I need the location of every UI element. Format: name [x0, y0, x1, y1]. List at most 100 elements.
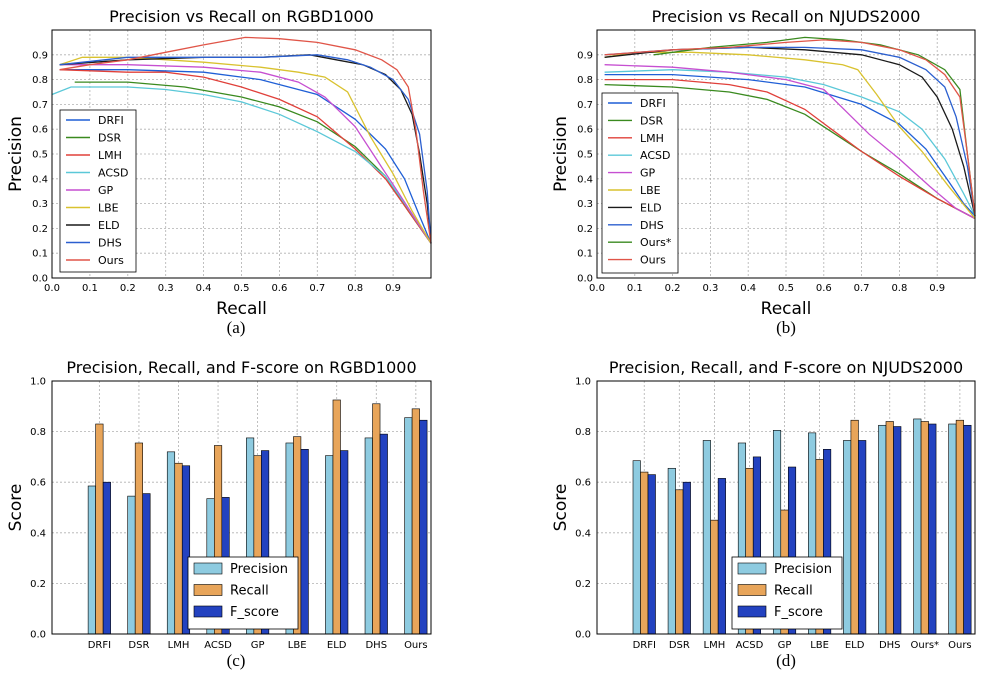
x-tick-label: 0.4 — [196, 283, 212, 294]
chart-panel-2: Precision vs Recall on NJUDS2000 Precisio… — [551, 7, 976, 337]
y-axis-label: Precision — [551, 116, 571, 192]
series-line-gp — [604, 64, 976, 220]
category-label: ACSD — [204, 640, 232, 651]
x-tick-label: 0.6 — [271, 283, 287, 294]
legend-label: Ours — [640, 254, 666, 267]
legend-label: GP — [640, 167, 656, 180]
series-line-ours — [653, 36, 976, 217]
legend-label: ELD — [98, 219, 120, 232]
y-tick-label: 0.2 — [32, 224, 48, 235]
y-tick-label: 0.5 — [577, 150, 593, 161]
bar-precision-drfi — [632, 460, 641, 635]
x-tick-label: 0.0 — [44, 283, 60, 294]
legend: Precision Recall F_score — [187, 556, 299, 630]
bar-fscore-drfi — [102, 481, 111, 635]
legend-label: ELD — [640, 201, 662, 214]
y-axis-label: Score — [6, 484, 26, 532]
axes-frame — [596, 380, 976, 635]
y-tick-label: 0.2 — [577, 224, 593, 235]
chart-title: Precision vs Recall on NJUDS2000 — [652, 7, 921, 26]
y-tick-label: 0.9 — [32, 50, 48, 61]
series-line-dsr — [74, 81, 432, 244]
legend-label: DSR — [640, 114, 663, 127]
legend-label: ACSD — [640, 149, 670, 162]
bar-recall-eld — [850, 419, 859, 635]
y-tick-label: 0.3 — [32, 199, 48, 210]
y-tick-label: 0.6 — [575, 478, 591, 489]
x-tick-label: 0.9 — [385, 283, 401, 294]
series-line-drfi — [604, 73, 976, 217]
bar-fscore-eld — [340, 450, 349, 635]
category-label: DHS — [879, 640, 901, 651]
legend-label: LBE — [98, 202, 119, 215]
x-tick-label: 0.0 — [589, 283, 605, 294]
bar-fscore-ours — [928, 423, 937, 635]
y-tick-label: 1.0 — [30, 377, 46, 388]
y-tick-label: 0.7 — [32, 100, 48, 111]
series-line-lbe — [604, 51, 976, 219]
x-tick-label: 0.8 — [891, 283, 907, 294]
bar-fscore-dhs — [379, 433, 388, 635]
legend-swatch — [737, 562, 767, 575]
legend-label: ACSD — [98, 167, 128, 180]
legend-label: Ours* — [640, 236, 672, 249]
legend-label: DRFI — [98, 114, 124, 127]
series-line-drfi — [59, 69, 432, 244]
bar-recall-dsr — [675, 489, 684, 635]
legend-label: Recall — [774, 584, 813, 599]
chart-title: Precision vs Recall on RGBD1000 — [109, 7, 374, 26]
bar-precision-dhs — [878, 424, 887, 635]
bar-fscore-dsr — [682, 481, 691, 635]
series-line-ours — [604, 39, 976, 217]
bar-recall-drfi — [640, 471, 649, 635]
series-line-acsd — [604, 69, 976, 217]
legend-swatch — [737, 605, 767, 618]
legend-swatch — [193, 584, 223, 596]
y-tick-label: 0.7 — [577, 100, 593, 111]
y-tick-label: 0.0 — [575, 630, 591, 641]
bar-precision-eld — [843, 440, 852, 635]
category-label: DRFI — [633, 640, 656, 651]
x-tick-label: 0.5 — [778, 283, 794, 294]
bar-recall-eld — [332, 399, 341, 635]
category-label: GP — [251, 640, 265, 651]
x-axis-label: Recall — [216, 299, 267, 319]
bar-precision-drfi — [87, 485, 96, 635]
x-tick-label: 0.8 — [347, 283, 363, 294]
y-tick-label: 0.2 — [575, 579, 591, 590]
x-tick-label: 0.1 — [82, 283, 98, 294]
x-tick-label: 0.6 — [816, 283, 832, 294]
legend-label: DSR — [98, 132, 121, 145]
y-tick-label: 0.6 — [30, 478, 46, 489]
legend-label: GP — [98, 184, 114, 197]
series-line-ours — [59, 36, 432, 244]
x-tick-label: 0.3 — [702, 283, 718, 294]
axes-frame — [51, 29, 432, 279]
y-tick-label: 0.8 — [577, 75, 593, 86]
bar-precision-eld — [325, 455, 334, 635]
category-label: DRFI — [88, 640, 111, 651]
category-label: GP — [778, 640, 792, 651]
bar-precision-lmh — [166, 451, 176, 635]
series-line-lbe — [59, 56, 432, 244]
chart-title: Precision, Recall, and F-score on NJUDS2… — [609, 358, 963, 377]
y-tick-label: 0.8 — [32, 75, 48, 86]
category-label: DSR — [669, 640, 690, 651]
x-tick-label: 0.2 — [120, 283, 136, 294]
legend-label: F_score — [230, 605, 279, 620]
bar-precision-ours — [913, 418, 922, 635]
panel-caption: (a) — [227, 318, 246, 337]
bar-recall-lmh — [710, 519, 719, 635]
category-label: DHS — [365, 640, 387, 651]
legend-label: LBE — [640, 184, 661, 197]
series-line-gp — [59, 64, 432, 244]
y-tick-label: 0.0 — [30, 630, 46, 641]
y-tick-label: 0.6 — [577, 125, 593, 136]
bar-recall-dhs — [885, 421, 894, 635]
x-axis-label: Recall — [761, 299, 812, 319]
bar-precision-dhs — [364, 437, 373, 635]
y-axis-label: Score — [551, 484, 571, 532]
legend-swatch — [193, 562, 223, 575]
x-tick-label: 0.4 — [740, 283, 756, 294]
